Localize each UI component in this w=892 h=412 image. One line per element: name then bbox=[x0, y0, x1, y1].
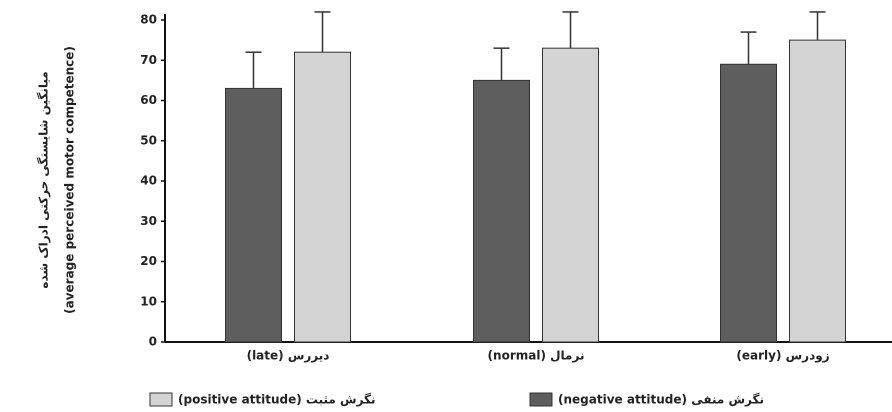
bar bbox=[473, 79, 530, 343]
y-tick-label: 20 bbox=[140, 254, 157, 268]
x-tick-label: (normal) نرمال bbox=[488, 349, 585, 363]
y-tick-label: 0 bbox=[149, 335, 157, 349]
y-tick-label: 50 bbox=[140, 133, 157, 147]
y-axis-label: (average perceived motor competence) bbox=[63, 46, 77, 314]
y-axis-label: میانگین شایستگی حرکتی ادراک شده bbox=[37, 71, 51, 288]
bar bbox=[789, 39, 846, 343]
legend-swatch bbox=[529, 392, 553, 407]
y-tick-label: 40 bbox=[140, 174, 157, 188]
y-tick-label: 70 bbox=[140, 53, 157, 67]
legend-label: (negative attitude) نگرش منفی bbox=[558, 393, 764, 407]
y-tick-label: 30 bbox=[140, 214, 157, 228]
y-tick-label: 60 bbox=[140, 93, 157, 107]
bar bbox=[542, 47, 599, 343]
y-tick-label: 80 bbox=[140, 13, 157, 27]
x-tick-label: (early) زودرس bbox=[736, 349, 829, 364]
bar bbox=[225, 87, 282, 343]
legend-swatch bbox=[149, 392, 173, 407]
bar bbox=[294, 51, 351, 343]
bar bbox=[720, 63, 777, 343]
y-tick-label: 10 bbox=[140, 294, 157, 308]
x-tick-label: (late) دیررس bbox=[247, 349, 330, 363]
legend-label: (positive attitude) نگرش مثبت bbox=[178, 393, 376, 407]
